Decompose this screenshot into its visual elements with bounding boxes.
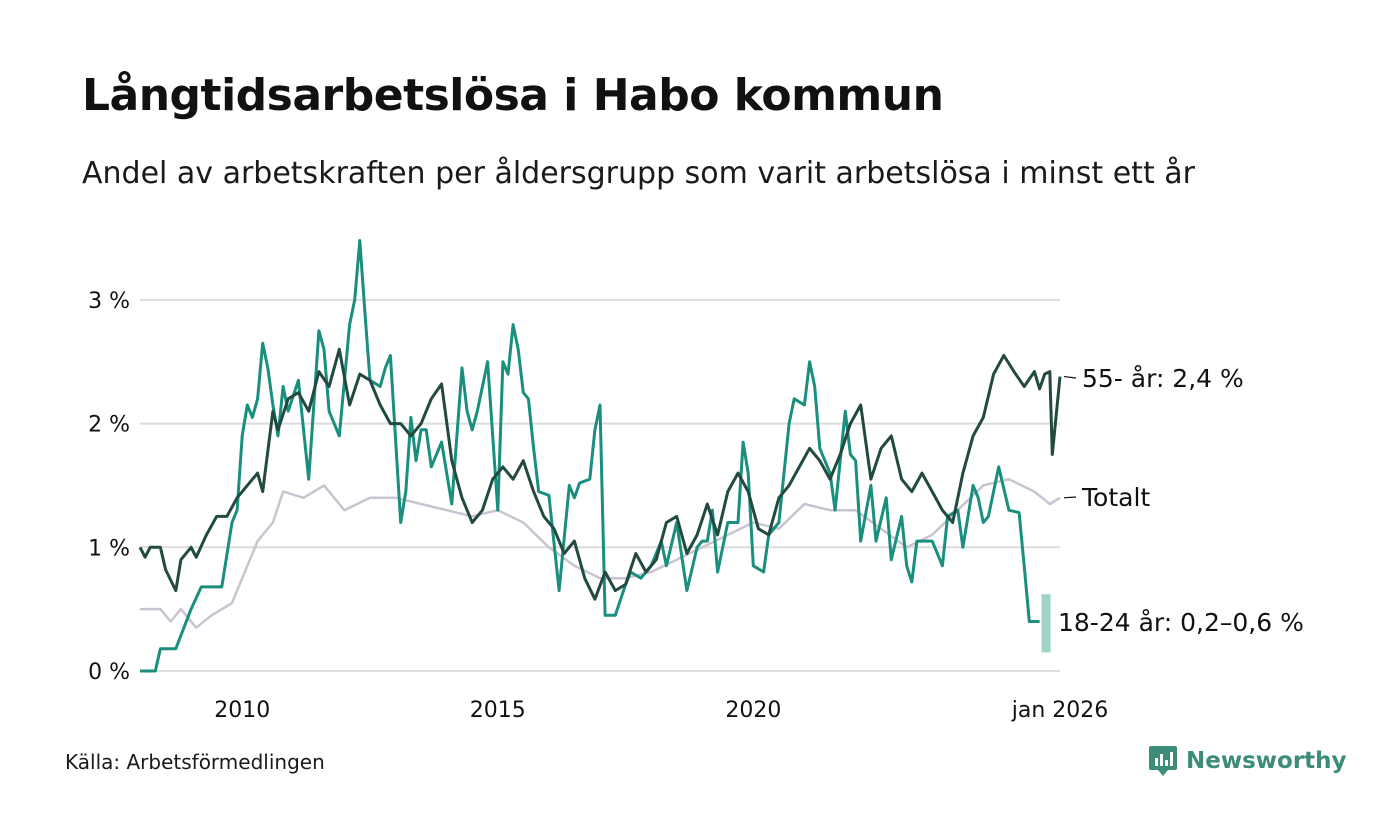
label-connector [1063,375,1077,379]
series-lines [138,239,1062,673]
y-axis-labels: 0 % 1 % 2 % 3 % [88,289,130,685]
series-line-totalt [140,477,1061,629]
label-connector [1063,496,1077,499]
series-label-18-24-r: 18-24 år: 0,2–0,6 % [1058,608,1304,637]
x-tick-label: 2010 [214,698,270,723]
x-tick-label: 2015 [470,698,526,723]
series-line-55-r [138,347,1062,601]
uncertainty-band [1041,594,1051,653]
page-title: Långtidsarbetslösa i Habo kommun [82,70,944,121]
y-tick-label: 2 % [88,413,130,438]
brand-name: Newsworthy [1186,748,1347,774]
series-end-labels: 55- år: 2,4 % Totalt 18-24 år: 0,2–0,6 % [1058,364,1304,637]
x-tick-label: jan 2026 [1011,698,1109,723]
x-tick-label: 2020 [725,698,781,723]
series-label-55-r: 55- år: 2,4 % [1082,364,1244,393]
series-line-18-24-r [140,239,1040,673]
y-tick-label: 3 % [88,289,130,314]
page-subtitle: Andel av arbetskraften per åldersgrupp s… [82,156,1195,191]
y-tick-label: 1 % [88,536,130,561]
source-note: Källa: Arbetsförmedlingen [65,750,325,774]
x-axis-labels: 2010 2015 2020 jan 2026 [214,698,1108,723]
brand-logo[interactable]: Newsworthy [1148,744,1347,778]
y-tick-label: 0 % [88,660,130,685]
series-label-totalt: Totalt [1081,483,1150,512]
newsworthy-logo-icon [1149,746,1177,776]
grid-lines [140,298,1060,672]
